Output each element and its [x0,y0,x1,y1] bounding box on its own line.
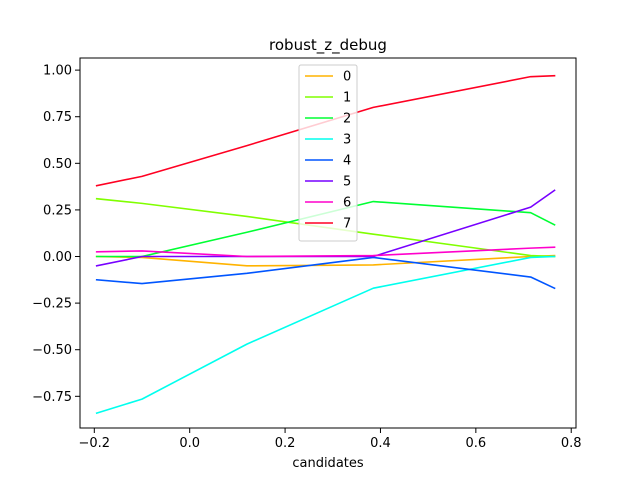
series-line-6 [95,246,556,258]
y-tick-label: −0.25 [32,297,72,312]
x-tick-label: 0.0 [179,436,200,451]
x-tick-label: 0.2 [275,436,296,451]
legend-label-5: 5 [343,175,351,190]
y-tick-label: 1.00 [43,64,72,79]
x-tick-label: −0.2 [79,436,111,451]
legend-label-6: 6 [343,196,351,211]
x-axis: −0.2 0.0 0.2 0.4 0.6 0.8 [79,428,582,451]
legend-label-0: 0 [343,70,351,85]
legend-label-2: 2 [343,112,351,127]
y-tick-label: 0.50 [43,157,72,172]
chart-title: robust_z_debug [269,36,387,55]
series-line-4 [95,256,556,290]
legend-label-4: 4 [343,154,351,169]
x-axis-label: candidates [292,456,364,471]
y-tick-label: 0.00 [43,250,72,265]
legend-label-1: 1 [343,91,351,106]
legend-label-7: 7 [343,217,351,232]
series-line-3 [95,255,556,415]
x-tick-label: 0.4 [370,436,391,451]
plot-frame [79,57,577,429]
y-tick-label: 0.25 [43,203,72,218]
x-tick-label: 0.8 [561,436,582,451]
y-tick-label: −0.50 [32,343,72,358]
legend: 0 1 2 3 4 5 6 7 [298,64,358,242]
x-tick-label: 0.6 [466,436,487,451]
y-tick-label: 0.75 [43,110,72,125]
y-axis: −0.75 −0.50 −0.25 0.00 0.25 0.50 0.75 1.00 [32,64,80,405]
y-tick-label: −0.75 [32,390,72,405]
legend-label-3: 3 [343,133,351,148]
legend-box [298,64,358,242]
